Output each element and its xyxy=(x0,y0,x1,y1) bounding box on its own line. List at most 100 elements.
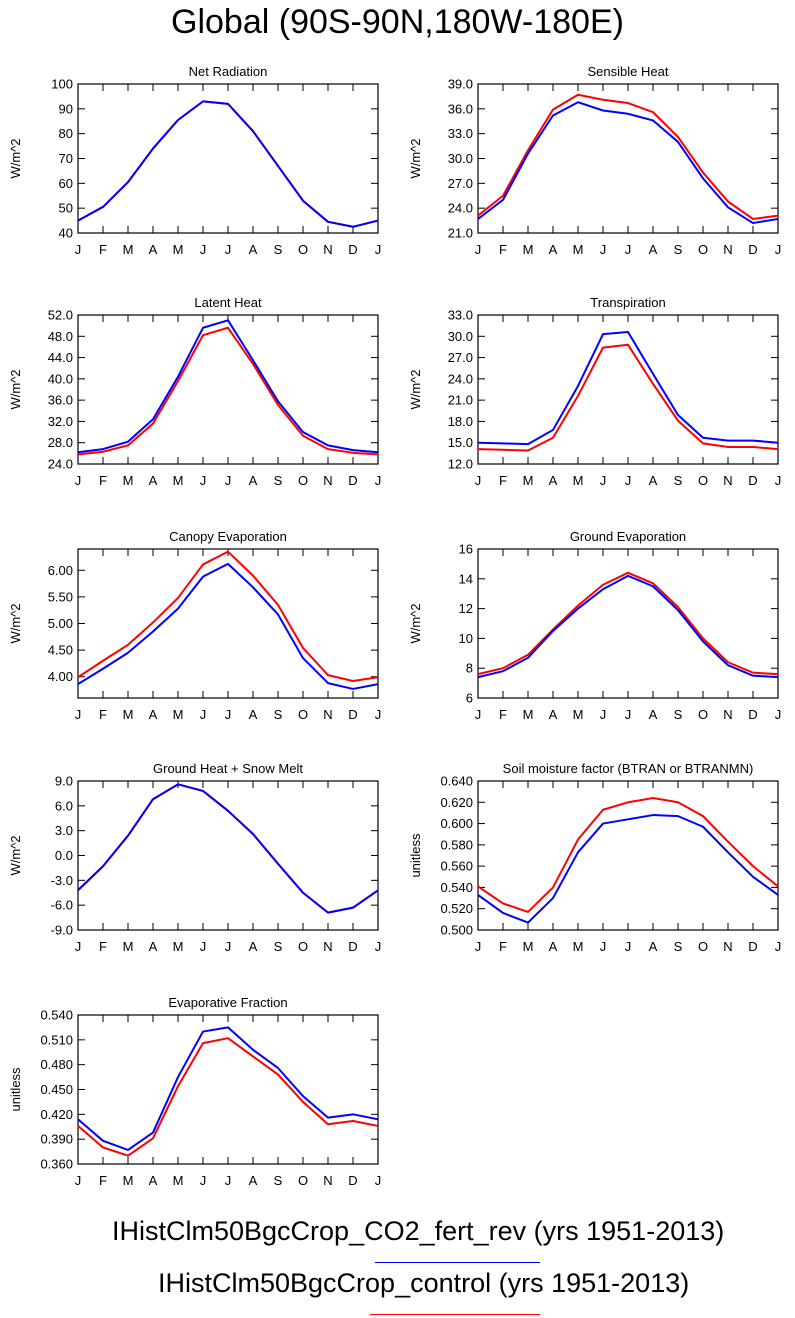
x-tick-label: J xyxy=(225,242,232,257)
x-tick-label: M xyxy=(523,473,534,488)
x-tick-label: S xyxy=(674,473,683,488)
x-tick-label: N xyxy=(323,1173,332,1188)
chart-title: Latent Heat xyxy=(194,295,262,310)
x-tick-label: J xyxy=(775,939,782,954)
y-tick-label: 40.0 xyxy=(48,371,73,386)
chart-panel-7: Soil moisture factor (BTRAN or BTRANMN) u… xyxy=(408,761,781,954)
chart-panel-1: Sensible Heat W/m^2 21.0 24.0 27.0 30.0 33.0 36… xyxy=(408,64,781,257)
legend-swatch-case1 xyxy=(375,1262,540,1263)
y-tick-label: 5.50 xyxy=(48,589,73,604)
chart-title: Transpiration xyxy=(590,295,665,310)
x-tick-label: M xyxy=(573,242,584,257)
x-tick-label: J xyxy=(600,242,607,257)
y-tick-label: 0.640 xyxy=(440,774,473,789)
x-tick-label: J xyxy=(600,939,607,954)
series-line-case1 xyxy=(77,1026,379,1151)
x-tick-label: A xyxy=(649,473,658,488)
y-tick-label: -6.0 xyxy=(51,898,73,913)
chart-panel-3: Transpiration W/m^2 12.0 15.0 18.0 21.0 24.0 27… xyxy=(408,295,781,488)
x-tick-label: D xyxy=(748,473,757,488)
x-tick-label: J xyxy=(75,939,82,954)
series-line-case2 xyxy=(477,797,779,913)
y-axis-label: W/m^2 xyxy=(8,603,23,643)
x-tick-label: J xyxy=(475,939,482,954)
x-tick-label: J xyxy=(375,707,382,722)
y-tick-label: 30.0 xyxy=(448,151,473,166)
x-tick-label: O xyxy=(698,473,708,488)
y-tick-label: 24.0 xyxy=(448,371,473,386)
x-tick-label: J xyxy=(775,473,782,488)
x-tick-label: M xyxy=(123,939,134,954)
series-line-case2 xyxy=(77,1037,379,1157)
y-tick-label: 6.0 xyxy=(55,798,73,813)
x-tick-label: D xyxy=(748,242,757,257)
x-tick-label: S xyxy=(274,1173,283,1188)
x-tick-label: A xyxy=(149,939,158,954)
x-tick-label: O xyxy=(298,473,308,488)
x-tick-label: N xyxy=(323,242,332,257)
x-tick-label: A xyxy=(149,242,158,257)
series-line-case2 xyxy=(77,326,379,456)
y-tick-label: 33.0 xyxy=(448,126,473,141)
chart-panel-8: Evaporative Fraction unitless 0.360 0.390 0.… xyxy=(8,995,381,1188)
chart-title: Canopy Evaporation xyxy=(169,529,287,544)
series-line-case2 xyxy=(77,550,379,682)
x-tick-label: J xyxy=(375,939,382,954)
x-tick-label: M xyxy=(573,939,584,954)
x-tick-label: J xyxy=(625,939,632,954)
x-tick-label: F xyxy=(99,707,107,722)
x-tick-label: N xyxy=(723,242,732,257)
y-tick-label: 27.0 xyxy=(448,350,473,365)
x-tick-label: N xyxy=(723,939,732,954)
x-tick-label: M xyxy=(573,473,584,488)
y-tick-label: 14 xyxy=(459,571,473,586)
y-tick-label: 6 xyxy=(466,691,473,706)
plot-frame xyxy=(477,314,779,465)
y-tick-label: 36.0 xyxy=(448,101,473,116)
x-tick-label: O xyxy=(298,707,308,722)
x-tick-label: M xyxy=(523,939,534,954)
series-line-case1 xyxy=(477,101,779,225)
y-tick-label: 3.0 xyxy=(55,823,73,838)
x-tick-label: M xyxy=(173,242,184,257)
y-tick-label: 48.0 xyxy=(48,329,73,344)
x-tick-label: D xyxy=(348,242,357,257)
x-tick-label: A xyxy=(649,939,658,954)
x-tick-label: D xyxy=(748,707,757,722)
x-tick-label: O xyxy=(698,939,708,954)
y-tick-label: 0.580 xyxy=(440,837,473,852)
page-title: Global (90S-90N,180W-180E) xyxy=(171,3,624,41)
x-tick-label: A xyxy=(549,939,558,954)
chart-title: Soil moisture factor (BTRAN or BTRANMN) xyxy=(503,761,754,776)
x-tick-label: M xyxy=(173,1173,184,1188)
x-tick-label: S xyxy=(674,939,683,954)
x-tick-label: J xyxy=(475,707,482,722)
y-tick-label: 50 xyxy=(59,201,73,216)
x-tick-label: D xyxy=(348,473,357,488)
legend-swatch-case2 xyxy=(370,1314,540,1315)
x-tick-label: J xyxy=(200,939,207,954)
x-tick-label: M xyxy=(173,707,184,722)
y-tick-label: 0.390 xyxy=(40,1132,73,1147)
series-line-case1 xyxy=(477,574,779,679)
y-tick-label: 5.00 xyxy=(48,616,73,631)
chart-panel-4: Canopy Evaporation W/m^2 4.00 4.50 5.00 5.50 6… xyxy=(8,529,381,722)
x-tick-label: O xyxy=(698,242,708,257)
x-tick-label: D xyxy=(748,939,757,954)
y-tick-label: 16 xyxy=(459,542,473,557)
y-tick-label: 21.0 xyxy=(448,393,473,408)
x-tick-label: J xyxy=(475,473,482,488)
x-tick-label: A xyxy=(249,707,258,722)
y-tick-label: 80 xyxy=(59,126,73,141)
x-tick-label: J xyxy=(200,707,207,722)
y-tick-label: 0.510 xyxy=(40,1032,73,1047)
y-axis-label: unitless xyxy=(408,833,423,878)
x-tick-label: J xyxy=(225,707,232,722)
legend-label-case1: IHistClm50BgcCrop_CO2_fert_rev (yrs 1951… xyxy=(112,1216,725,1246)
y-tick-label: 0.500 xyxy=(440,923,473,938)
x-tick-label: D xyxy=(348,939,357,954)
x-tick-label: N xyxy=(323,939,332,954)
series-line-case1 xyxy=(77,562,379,690)
x-tick-label: J xyxy=(225,473,232,488)
